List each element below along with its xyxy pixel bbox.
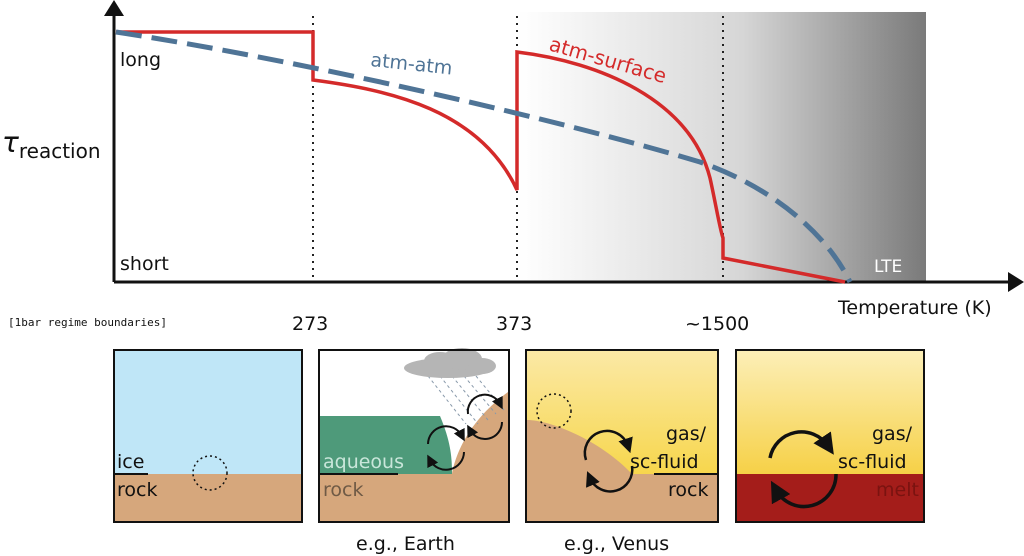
rock-slope <box>527 420 717 521</box>
y-bottom-label: short <box>120 253 169 275</box>
panel-gas-melt: gas/ sc-fluid melt <box>735 349 925 523</box>
atm-surface-curve <box>116 30 846 284</box>
panel2-top-label: aqueous <box>323 451 404 473</box>
x-axis-label: Temperature (K) <box>837 297 992 319</box>
panel4-top-label-1: gas/ <box>872 423 913 445</box>
water-layer <box>320 416 452 474</box>
panel3-caption: e.g., Venus <box>564 533 669 555</box>
tick-1500: ~1500 <box>685 313 749 335</box>
regime-note: [1bar regime boundaries] <box>8 316 167 329</box>
cloud-icon <box>404 348 496 378</box>
panel4-bottom-label: melt <box>876 479 919 501</box>
y-axis-arrow-icon <box>104 0 124 16</box>
cycle-arrows-icon <box>583 429 634 493</box>
panel2-caption: e.g., Earth <box>356 533 455 555</box>
cycle-arrows-icon <box>427 393 503 471</box>
panel3-bottom-label: rock <box>668 479 708 501</box>
dashed-cycle-icon <box>192 455 228 491</box>
panel1-bottom-label: rock <box>117 479 157 501</box>
atm-atm-curve <box>115 29 853 284</box>
tick-273: 273 <box>292 313 328 335</box>
panel2-bottom-label: rock <box>323 479 363 501</box>
y-axis-label: τreaction <box>2 126 101 163</box>
rock-slope <box>320 392 508 521</box>
panel1-top-label: ice <box>117 451 144 473</box>
panel-aqueous-rock: aqueous rock e.g., Earth <box>318 348 510 555</box>
dashed-cycle-icon <box>536 393 572 429</box>
panel3-top-label-1: gas/ <box>666 423 707 445</box>
panel3-top-label-2: sc-fluid <box>630 451 699 473</box>
panel-ice-rock: ice rock <box>113 349 303 523</box>
panel-gas-rock: gas/ sc-fluid rock e.g., Venus <box>525 349 719 555</box>
cycle-arrows-icon <box>768 430 838 509</box>
panel4-top-label-2: sc-fluid <box>838 451 907 473</box>
y-top-label: long <box>120 49 161 71</box>
tick-373: 373 <box>496 313 532 335</box>
lte-label: LTE <box>874 257 902 277</box>
reaction-timescale-plot: τreaction long short [1bar regime bounda… <box>2 0 1024 335</box>
atm-atm-label: atm-atm <box>369 49 453 79</box>
x-axis-arrow-icon <box>1008 272 1024 292</box>
